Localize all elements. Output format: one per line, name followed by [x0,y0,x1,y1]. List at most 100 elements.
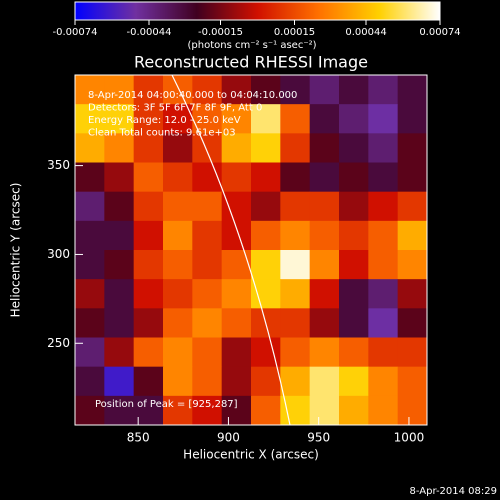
annotation: 8-Apr-2014 04:00:40.000 to 04:04:10.000 [88,90,297,101]
x-tick-label: 1000 [394,431,425,445]
heatmap-cell [280,308,311,338]
x-tick-label: 950 [307,431,330,445]
heatmap-cell [368,75,399,105]
heatmap-cell [104,337,135,368]
heatmap-cell [75,337,105,368]
heatmap-cell [397,279,428,309]
heatmap-cell [280,75,311,105]
heatmap-cell [163,308,193,338]
heatmap-cell [368,337,399,368]
annotation: Energy Range: 12.0 - 25.0 keV [88,115,241,126]
heatmap-cell [309,366,340,397]
heatmap-cell [397,337,428,368]
heatmap-cell [104,162,135,193]
heatmap-cell [251,279,281,309]
heatmap-cell [163,162,193,193]
heatmap-cell [163,191,193,222]
heatmap-cell [397,191,428,222]
heatmap-cell [368,279,399,309]
heatmap-cell [280,191,311,222]
chart-title: Reconstructed RHESSI Image [134,53,368,72]
heatmap-cell [309,133,340,163]
heatmap-cell [192,250,223,280]
x-tick-label: 900 [217,431,240,445]
heatmap-cell [339,279,369,309]
heatmap-cell [309,279,340,309]
y-tick-label: 300 [47,247,70,261]
heatmap-cell [221,162,252,193]
heatmap-cell [104,308,135,338]
heatmap-cell [221,366,252,397]
heatmap-cell [75,191,105,222]
heatmap-cell [368,162,399,193]
heatmap-cell [192,308,223,338]
heatmap-cell [397,366,428,397]
heatmap-cell [133,308,164,338]
peak-note: Position of Peak = [925,287] [95,399,238,410]
annotation: Clean Total counts: 9.61e+03 [88,128,236,139]
heatmap-cell [280,250,311,280]
heatmap-cell [251,75,281,105]
solar-limb [171,75,291,425]
x-axis-label: Heliocentric X (arcsec) [183,448,319,462]
heatmap-cell [339,366,369,397]
colorbar-label: (photons cm⁻² s⁻¹ asec⁻²) [187,40,316,51]
heatmap-cell [221,279,252,309]
heatmap-cell [339,104,369,134]
heatmap-cell [104,279,135,309]
timestamp: 8-Apr-2014 08:29 [410,486,497,497]
heatmap-cell [221,191,252,222]
heatmap-cell [339,220,369,251]
heatmap-cell [104,395,135,426]
colorbar-tick-label: 0.00015 [274,27,315,38]
heatmap-cell [133,279,164,309]
heatmap-cell [309,75,340,105]
y-tick-label: 350 [47,158,70,172]
heatmap-cell [397,220,428,251]
heatmap-cell [368,250,399,280]
heatmap-cell [251,220,281,251]
heatmap-cell [163,75,193,105]
heatmap-cell [133,250,164,280]
heatmap-cell [221,308,252,338]
heatmap-cell [75,133,105,163]
y-tick-label: 250 [47,336,70,350]
heatmap-cell [75,75,105,105]
heatmap-cell [192,75,223,105]
heatmap-cell [397,162,428,193]
heatmap-cell [75,162,105,193]
colorbar-tick-label: -0.00044 [127,27,172,38]
colorbar-tick-label: -0.00074 [53,27,98,38]
y-axis-label: Heliocentric Y (arcsec) [9,183,23,318]
heatmap-cell [75,104,105,134]
heatmap-cell [104,104,135,134]
heatmap-cell [221,395,252,426]
heatmap-cell [251,133,281,163]
heatmap-cell [309,104,340,134]
heatmap-cell [339,133,369,163]
heatmap-cell [133,366,164,397]
heatmap-cell [397,104,428,134]
heatmap-cell [75,366,105,397]
heatmap-cell [192,395,223,426]
heatmap-cell [192,337,223,368]
heatmap-cell [309,337,340,368]
colorbar-tick-label: 0.00074 [419,27,460,38]
heatmap [75,75,428,426]
heatmap-cell [339,75,369,105]
heatmap-cell [368,308,399,338]
heatmap-cell [368,366,399,397]
heatmap-cell [280,279,311,309]
heatmap-cell [163,337,193,368]
heatmap-cell [280,220,311,251]
heatmap-cell [397,133,428,163]
heatmap-cell [104,133,135,163]
heatmap-cell [104,250,135,280]
heatmap-cell [221,104,252,134]
heatmap-cell [163,279,193,309]
heatmap-cell [192,191,223,222]
heatmap-cell [221,250,252,280]
heatmap-cell [221,220,252,251]
heatmap-cell [75,220,105,251]
heatmap-cell [104,191,135,222]
